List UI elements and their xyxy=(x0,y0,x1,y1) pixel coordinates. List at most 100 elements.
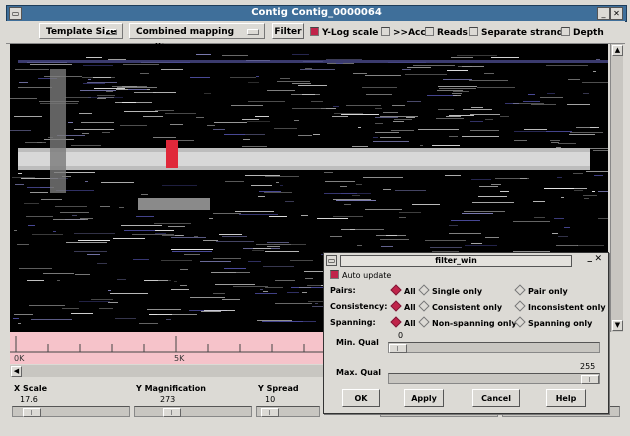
read-segment xyxy=(14,116,42,117)
yspread-slider[interactable] xyxy=(256,406,320,417)
consistency-inconsistent-radio[interactable]: Inconsistent only xyxy=(514,300,606,312)
filter-window-title-bar[interactable]: ▭ filter_win _ ✕ xyxy=(326,253,604,267)
read-segment xyxy=(119,207,124,208)
vertical-read-streak xyxy=(50,69,66,193)
auto-update-checkbox[interactable]: Auto update xyxy=(330,270,391,280)
read-segment xyxy=(43,273,74,274)
read-segment xyxy=(365,75,401,76)
scroll-down-icon[interactable]: ▼ xyxy=(612,320,623,331)
read-segment xyxy=(10,98,37,99)
top-read-row xyxy=(18,60,608,63)
read-segment xyxy=(598,218,608,219)
yspread-label: Y Spread xyxy=(258,384,299,393)
reads-checkbox[interactable]: Reads xyxy=(425,27,468,38)
read-segment xyxy=(172,251,212,252)
read-segment xyxy=(213,293,225,294)
read-segment xyxy=(311,101,323,102)
read-segment xyxy=(88,97,123,98)
read-segment xyxy=(53,219,88,220)
consistency-consistent-radio[interactable]: Consistent only xyxy=(418,300,502,312)
radio-unselected-icon xyxy=(514,284,526,296)
minimize-icon[interactable]: _ xyxy=(587,253,593,263)
read-segment xyxy=(10,130,31,131)
read-segment xyxy=(593,71,596,72)
read-segment xyxy=(171,249,213,250)
ymag-slider-thumb[interactable] xyxy=(163,408,181,417)
read-segment xyxy=(375,108,382,109)
max-qual-slider[interactable] xyxy=(388,373,600,384)
yspread-slider-thumb[interactable] xyxy=(261,408,279,417)
read-segment xyxy=(180,285,187,286)
read-segment xyxy=(598,191,608,192)
pairs-single-radio[interactable]: Single only xyxy=(418,284,482,296)
xscale-slider[interactable] xyxy=(12,406,130,417)
read-segment xyxy=(75,274,90,275)
xscale-slider-thumb[interactable] xyxy=(23,408,41,417)
radio-selected-icon xyxy=(390,284,402,296)
read-segment xyxy=(573,173,583,174)
read-segment xyxy=(224,134,245,135)
read-segment xyxy=(300,69,335,70)
spanning-spanning-radio[interactable]: Spanning only xyxy=(514,316,592,328)
template-plot-canvas[interactable] xyxy=(10,44,608,332)
help-button[interactable]: Help xyxy=(546,389,586,407)
read-segment xyxy=(207,125,215,126)
read-segment xyxy=(28,225,35,226)
mapping-quality-menu[interactable]: Combined mapping quality xyxy=(129,23,265,53)
read-segment xyxy=(139,323,158,324)
read-segment xyxy=(438,86,477,87)
window-menu-icon[interactable]: ▭ xyxy=(9,7,22,20)
read-segment xyxy=(143,116,163,117)
scroll-up-icon[interactable]: ▲ xyxy=(612,45,623,56)
read-segment xyxy=(162,235,183,236)
read-segment xyxy=(373,137,378,138)
close-icon[interactable]: ✕ xyxy=(610,7,623,20)
read-segment xyxy=(157,314,197,315)
radio-unselected-icon xyxy=(418,316,430,328)
read-segment xyxy=(80,90,116,91)
read-segment xyxy=(380,137,401,138)
cancel-button[interactable]: Cancel xyxy=(472,389,520,407)
consistency-all-radio[interactable]: All xyxy=(390,300,416,312)
filter-button[interactable]: Filter xyxy=(272,23,304,39)
read-segment xyxy=(505,103,519,104)
scroll-left-icon[interactable]: ◀ xyxy=(11,366,22,377)
min-qual-slider[interactable] xyxy=(388,342,600,353)
pairs-pair-radio[interactable]: Pair only xyxy=(514,284,568,296)
read-segment xyxy=(363,177,403,178)
spanning-non-spanning-radio[interactable]: Non-spanning only xyxy=(418,316,517,328)
read-segment xyxy=(564,227,570,228)
window-title-bar[interactable]: ▭ Contig Contig_0000064 _ ✕ xyxy=(6,5,627,22)
read-segment xyxy=(21,178,58,179)
ok-button[interactable]: OK xyxy=(342,389,380,407)
read-segment xyxy=(97,98,106,99)
read-segment xyxy=(341,229,355,230)
ylog-checkbox[interactable]: Y-Log scale xyxy=(310,27,378,38)
read-segment xyxy=(470,121,483,122)
separate-strands-checkbox[interactable]: Separate strands xyxy=(469,27,569,38)
spanning-all-radio[interactable]: All xyxy=(390,316,416,328)
read-segment xyxy=(204,93,211,94)
read-segment xyxy=(106,91,113,92)
template-size-menu[interactable]: Template Size xyxy=(39,23,123,39)
read-segment xyxy=(392,105,405,106)
max-qual-slider-thumb[interactable] xyxy=(581,375,599,384)
window-menu-icon[interactable]: ▭ xyxy=(326,255,337,266)
minimize-icon[interactable]: _ xyxy=(597,7,610,20)
read-segment xyxy=(395,190,426,191)
pairs-all-radio[interactable]: All xyxy=(390,284,416,296)
ymag-slider[interactable] xyxy=(134,406,252,417)
vertical-scrollbar[interactable]: ▲ ▼ xyxy=(610,44,623,332)
min-qual-slider-thumb[interactable] xyxy=(389,344,407,353)
read-segment xyxy=(265,176,299,177)
read-segment xyxy=(340,186,347,187)
read-segment xyxy=(485,237,499,238)
apply-button[interactable]: Apply xyxy=(404,389,444,407)
read-segment xyxy=(203,240,218,241)
read-segment xyxy=(71,313,93,314)
close-icon[interactable]: ✕ xyxy=(594,254,602,264)
read-segment xyxy=(383,112,398,113)
depth-checkbox[interactable]: Depth xyxy=(561,27,604,38)
read-segment xyxy=(358,127,361,128)
acc-checkbox[interactable]: >>Acc xyxy=(381,27,426,38)
